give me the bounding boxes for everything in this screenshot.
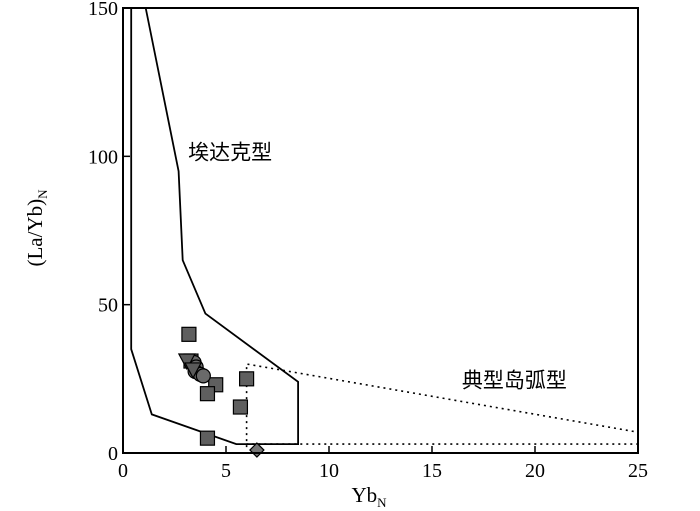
region-label-2: 典型岛弧型 bbox=[462, 369, 567, 393]
square-point-6 bbox=[232, 399, 249, 415]
x-axis-title: YbN bbox=[351, 483, 387, 510]
diamond-point-1 bbox=[249, 442, 265, 458]
square-point-7 bbox=[199, 430, 216, 446]
y-tick-label-50: 50 bbox=[98, 295, 118, 317]
x-tick-label-5: 5 bbox=[221, 460, 231, 482]
y-tick-label-0: 0 bbox=[108, 443, 118, 465]
x-tick-label-25: 25 bbox=[628, 460, 648, 482]
circle-point-5 bbox=[195, 368, 211, 384]
x-axis-title-main: Yb bbox=[351, 483, 377, 507]
y-axis-title-subscript: N bbox=[35, 189, 50, 199]
y-axis-title: (La/Yb)N bbox=[23, 189, 50, 267]
square-point-1 bbox=[181, 326, 197, 342]
x-tick-label-0: 0 bbox=[118, 460, 128, 482]
points-layer bbox=[177, 326, 265, 458]
region-label-1: 埃达克型 bbox=[188, 140, 272, 164]
ticks-layer: 0 5 10 15 20 25 0 50 100 150 bbox=[88, 0, 648, 482]
plot-frame bbox=[122, 7, 639, 454]
square-point-5 bbox=[199, 386, 216, 402]
triangle-down-point-1 bbox=[177, 353, 196, 371]
region-outline-2 bbox=[245, 363, 639, 448]
x-axis-title-subscript: N bbox=[377, 495, 387, 510]
x-tick-label-20: 20 bbox=[525, 460, 545, 482]
x-tick-label-10: 10 bbox=[319, 460, 339, 482]
x-tick-label-15: 15 bbox=[422, 460, 442, 482]
y-tick-label-150: 150 bbox=[88, 0, 118, 20]
region-outline-1 bbox=[130, 7, 300, 446]
square-point-3 bbox=[239, 371, 255, 387]
y-tick-label-100: 100 bbox=[88, 146, 118, 168]
triangle-down-point-2 bbox=[184, 362, 203, 380]
y-axis-title-main: (La/Yb) bbox=[23, 199, 47, 267]
